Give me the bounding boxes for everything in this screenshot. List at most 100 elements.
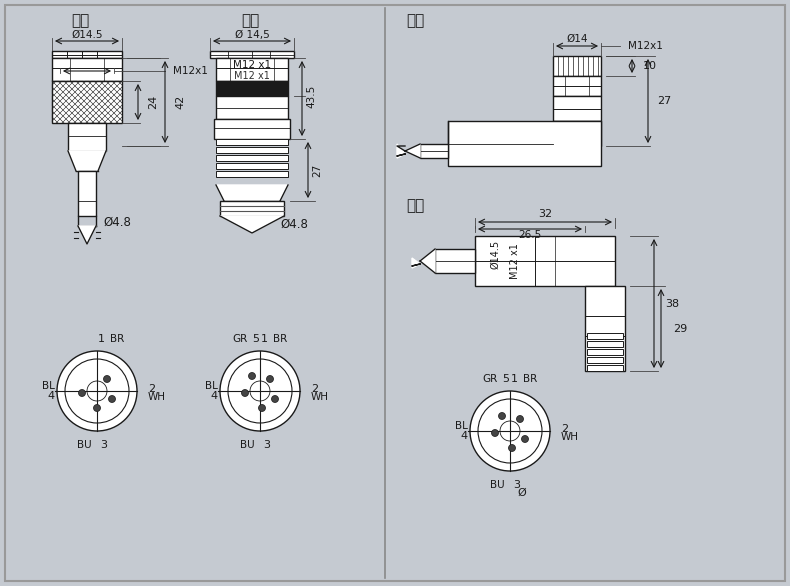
- Text: Ø4.8: Ø4.8: [103, 216, 131, 229]
- Text: 27: 27: [657, 96, 672, 106]
- Bar: [587, 357, 623, 363]
- Text: 1: 1: [261, 334, 268, 344]
- Circle shape: [491, 430, 498, 437]
- Text: M12 x1: M12 x1: [234, 71, 270, 81]
- Text: Ø14.5: Ø14.5: [71, 30, 103, 40]
- Text: BL: BL: [205, 381, 218, 391]
- Circle shape: [250, 381, 270, 401]
- Circle shape: [272, 396, 279, 403]
- Circle shape: [500, 421, 520, 441]
- Polygon shape: [412, 258, 420, 268]
- Text: Ø14.5: Ø14.5: [490, 240, 500, 268]
- Bar: [587, 349, 623, 355]
- Polygon shape: [78, 226, 96, 244]
- Circle shape: [87, 381, 107, 401]
- Text: BL: BL: [455, 421, 468, 431]
- Text: BR: BR: [523, 374, 537, 384]
- Text: BR: BR: [110, 334, 124, 344]
- Polygon shape: [68, 151, 106, 171]
- Bar: [220, 201, 284, 216]
- Bar: [553, 76, 601, 96]
- Text: 10: 10: [643, 61, 657, 71]
- Circle shape: [103, 376, 111, 383]
- Circle shape: [65, 359, 129, 423]
- Text: 26.5: 26.5: [518, 230, 542, 240]
- Text: WH: WH: [148, 392, 166, 402]
- Text: BU: BU: [240, 440, 255, 450]
- Text: 3: 3: [263, 440, 270, 450]
- Circle shape: [478, 399, 542, 463]
- Circle shape: [521, 435, 529, 442]
- Bar: [587, 365, 623, 371]
- Circle shape: [266, 376, 273, 383]
- Text: 公插: 公插: [241, 13, 259, 29]
- Polygon shape: [220, 216, 284, 233]
- Bar: [587, 333, 623, 339]
- Text: WH: WH: [311, 392, 329, 402]
- Bar: [553, 56, 601, 76]
- Circle shape: [57, 351, 137, 431]
- Text: 27: 27: [312, 163, 322, 176]
- Bar: [216, 81, 288, 96]
- Text: Ø4.8: Ø4.8: [280, 217, 308, 230]
- Bar: [216, 155, 288, 161]
- Text: GR: GR: [483, 374, 498, 384]
- Bar: [216, 171, 288, 177]
- Circle shape: [258, 404, 265, 411]
- Bar: [587, 341, 623, 347]
- Polygon shape: [420, 249, 435, 273]
- Text: BR: BR: [273, 334, 288, 344]
- Bar: [420, 144, 448, 158]
- Bar: [216, 139, 288, 145]
- Text: 4: 4: [211, 391, 218, 401]
- Text: M12x1: M12x1: [628, 41, 663, 51]
- Bar: [52, 51, 122, 58]
- Bar: [216, 147, 288, 153]
- Text: 1: 1: [98, 334, 105, 344]
- Text: M12 x1: M12 x1: [510, 243, 520, 279]
- Bar: [216, 96, 288, 119]
- Text: 3: 3: [513, 480, 520, 490]
- Bar: [553, 96, 601, 121]
- Circle shape: [498, 413, 506, 420]
- Bar: [475, 236, 615, 286]
- Text: 4: 4: [48, 391, 55, 401]
- Text: Ø14: Ø14: [566, 34, 588, 44]
- Circle shape: [228, 359, 292, 423]
- Text: M12x1: M12x1: [173, 66, 208, 76]
- Circle shape: [220, 351, 300, 431]
- Text: 38: 38: [665, 299, 679, 309]
- Bar: [216, 58, 288, 81]
- Bar: [214, 119, 290, 139]
- Polygon shape: [216, 185, 288, 201]
- Polygon shape: [397, 144, 405, 158]
- Text: 24: 24: [148, 95, 158, 109]
- Text: BU: BU: [77, 440, 92, 450]
- Text: 公插: 公插: [406, 199, 424, 213]
- Bar: [68, 123, 106, 151]
- Text: Ø: Ø: [517, 488, 526, 498]
- Text: 42: 42: [175, 95, 185, 109]
- Text: 29: 29: [673, 324, 687, 334]
- Bar: [585, 286, 625, 371]
- Text: 3: 3: [100, 440, 107, 450]
- Circle shape: [509, 445, 516, 451]
- Text: 母插: 母插: [406, 13, 424, 29]
- Circle shape: [108, 396, 115, 403]
- Circle shape: [517, 415, 524, 423]
- Polygon shape: [405, 144, 420, 158]
- Text: 43.5: 43.5: [306, 84, 316, 108]
- Text: 5: 5: [502, 374, 510, 384]
- Circle shape: [93, 404, 100, 411]
- Circle shape: [78, 390, 85, 397]
- Bar: [210, 51, 294, 58]
- Bar: [52, 81, 122, 123]
- Text: 2: 2: [561, 424, 568, 434]
- Bar: [553, 121, 601, 146]
- Text: 32: 32: [538, 209, 552, 219]
- Bar: [216, 163, 288, 169]
- Text: WH: WH: [561, 432, 579, 442]
- Circle shape: [242, 390, 249, 397]
- Circle shape: [249, 373, 255, 380]
- Bar: [435, 249, 475, 273]
